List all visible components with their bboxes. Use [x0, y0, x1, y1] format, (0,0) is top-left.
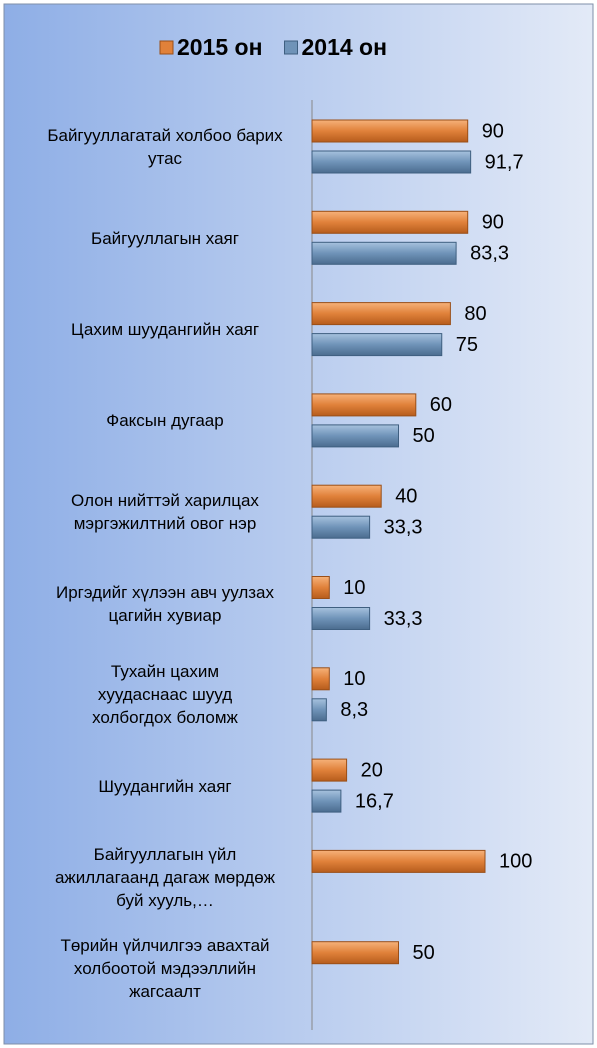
category-label: Шуудангийн хаяг — [98, 776, 232, 796]
value-label: 83,3 — [470, 243, 509, 265]
category-label: Төрийн үйлчилгээ авахтай холбоотой мэдээ… — [60, 936, 270, 1002]
category-label: Факсын дугаар — [106, 411, 224, 431]
bar — [311, 758, 348, 782]
bar — [311, 210, 469, 234]
value-label: 33,3 — [384, 608, 423, 630]
value-label: 10 — [343, 577, 365, 599]
bar — [311, 333, 443, 357]
category-label: Цахим шуудангийн хаяг — [70, 320, 260, 340]
value-label: 100 — [499, 851, 532, 873]
value-label: 10 — [343, 668, 365, 690]
value-label: 90 — [482, 120, 504, 142]
bar — [311, 941, 399, 965]
value-label: 80 — [464, 303, 486, 325]
bar — [311, 484, 382, 508]
bar — [311, 667, 330, 691]
value-label: 60 — [430, 394, 452, 416]
value-label: 8,3 — [340, 699, 368, 721]
bar — [311, 576, 330, 599]
bar — [311, 241, 457, 265]
category-label: Байгууллагатай холбоо барих утас — [47, 126, 283, 168]
bar — [311, 849, 486, 873]
legend-label: 2015 он — [177, 34, 263, 60]
category-label: Олон нийттэй харилцах мэргэжилтний овог … — [71, 491, 259, 534]
legend-label: 2014 он — [302, 34, 388, 60]
bar — [311, 789, 342, 813]
legend-swatch — [284, 40, 298, 55]
value-label: 91,7 — [485, 151, 524, 173]
bar — [311, 393, 417, 417]
bar — [311, 515, 371, 539]
value-label: 90 — [482, 212, 504, 234]
category-label: Байгууллагын хаяг — [91, 228, 239, 248]
value-label: 75 — [456, 334, 478, 356]
legend-swatch — [159, 40, 174, 55]
value-label: 20 — [361, 759, 383, 781]
category-label: Иргэдийг хүлээн авч уулзах цагийн хувиар — [56, 582, 274, 625]
bar — [311, 302, 451, 326]
category-label: Байгууллагын үйл ажиллагаанд дагаж мөрдө… — [54, 844, 276, 910]
value-label: 40 — [395, 485, 417, 507]
category-label: Тухайн цахим хуудаснаас шууд холбогдох б… — [92, 662, 238, 728]
value-label: 50 — [413, 425, 435, 447]
value-label: 16,7 — [355, 790, 394, 812]
bar — [311, 150, 472, 174]
bar — [311, 607, 371, 630]
bar — [311, 119, 469, 143]
value-label: 50 — [413, 942, 435, 964]
bar — [311, 424, 399, 448]
value-label: 33,3 — [384, 516, 423, 538]
background — [3, 3, 594, 1045]
bar — [311, 698, 327, 722]
